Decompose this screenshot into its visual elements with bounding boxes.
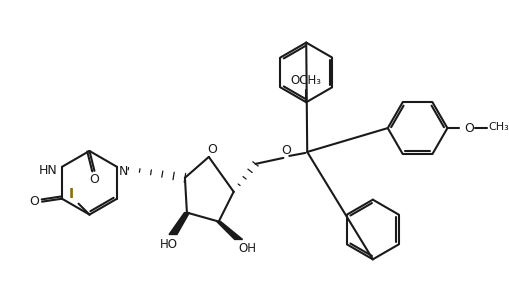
Text: HN: HN (39, 164, 58, 177)
Text: O: O (29, 195, 39, 208)
Text: OCH₃: OCH₃ (290, 74, 321, 87)
Text: O: O (281, 144, 291, 158)
Text: OH: OH (238, 242, 256, 255)
Text: CH₃: CH₃ (488, 122, 508, 132)
Text: O: O (463, 122, 473, 135)
Polygon shape (216, 222, 242, 240)
Text: O: O (90, 173, 99, 186)
Text: I: I (69, 187, 74, 201)
Polygon shape (168, 213, 189, 234)
Text: O: O (207, 143, 216, 156)
Text: N: N (118, 165, 127, 178)
Text: HO: HO (160, 238, 178, 251)
